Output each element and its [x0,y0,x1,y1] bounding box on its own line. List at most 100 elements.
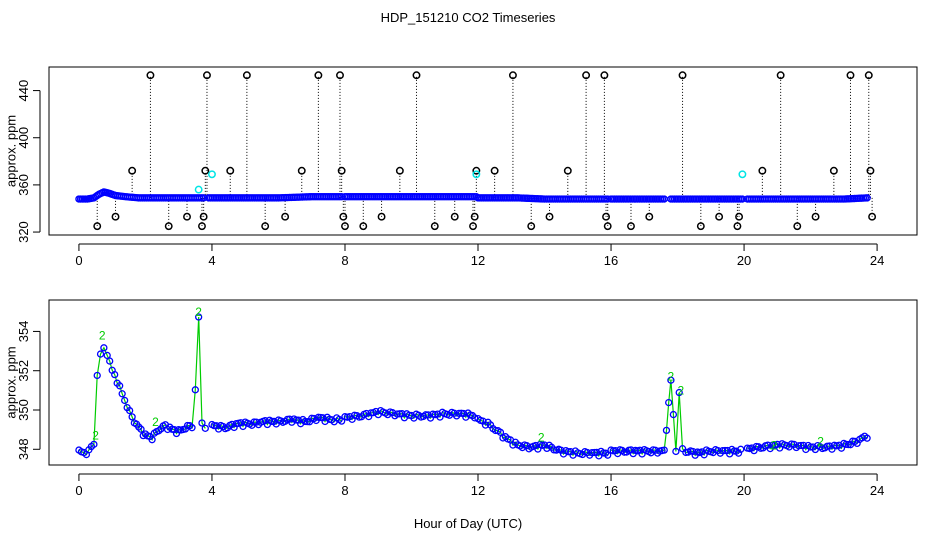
top-panel: 0 4 8 12 16 20 24 320 360 400 440 approx. ppm [3,66,918,268]
y-tick-label: 350 [16,399,31,421]
y-tick-label: 352 [16,360,31,382]
outlier-point [490,166,499,175]
x-tick-label: 24 [870,253,884,268]
outlier-point [198,222,206,231]
data-point [148,436,156,444]
data-point [667,376,675,384]
data-point [672,447,680,456]
data-point [660,446,668,454]
outlier-point [678,71,687,80]
data-point [210,421,218,430]
outlier-point [450,212,459,221]
outlier-point [545,212,554,221]
outlier-point [527,222,536,231]
flagged-point [472,170,481,179]
outlier-point [261,222,270,231]
outlier-point [627,222,635,231]
data-point [719,447,727,455]
data-point [292,416,300,424]
bottom-plot-frame [48,299,918,466]
outlier-point [430,222,439,231]
x-tick-label: 16 [604,483,618,498]
outlier-point [242,71,251,80]
flag-label: 2 [152,415,159,429]
data-point [367,409,375,417]
outlier-point [602,212,610,221]
data-point [219,422,227,431]
flag-label: 2 [195,305,202,319]
outlier-point [758,166,767,175]
outlier-point [359,222,368,231]
flag-label: 2 [538,431,545,445]
data-point [100,344,108,352]
data-point [459,409,468,418]
x-tick-label: 12 [471,483,485,498]
data-point [172,429,181,438]
data-point [675,388,683,397]
outlier-point [146,71,155,80]
top-x-axis: 0 4 8 12 16 20 24 [75,243,884,268]
flag-label: 2 [817,434,824,448]
data-point [128,413,136,421]
top-data-marks [75,71,877,231]
data-point [471,414,479,422]
flagged-point [208,170,216,179]
outlier-point [563,166,572,175]
x-tick-label: 24 [870,483,884,498]
bottom-x-axis: 0 4 8 12 16 20 24 [75,473,884,498]
outlier-point [603,222,612,231]
y-tick-label: 320 [16,221,31,243]
y-tick-label: 400 [16,127,31,149]
outlier-point [508,71,517,80]
outlier-point [314,71,323,80]
x-tick-label: 0 [75,253,82,268]
outlier-point [128,166,137,175]
y-tick-label: 348 [16,438,31,460]
y-tick-label: 440 [16,80,31,102]
data-point [422,411,430,419]
data-point [170,425,178,434]
x-tick-label: 8 [341,483,348,498]
flag-label: 2 [771,438,778,452]
top-y-axis: 320 360 400 440 [16,80,41,243]
flag-label: 2 [678,383,685,397]
outlier-point [281,212,290,221]
data-point [118,390,126,398]
x-tick-label: 0 [75,483,82,498]
bottom-y-axis-label: approx. ppm [3,346,18,418]
outlier-point [793,222,802,231]
flagged-point [194,185,203,194]
data-point [395,410,404,418]
data-point [237,419,245,427]
figure-title: HDP_151210 CO2 Timeseries [381,10,556,25]
data-point [121,396,129,405]
data-point [737,445,745,453]
outlier-point [470,212,479,221]
baseline-point [738,195,747,203]
outlier-point [226,166,235,175]
baseline-point [604,195,612,203]
outlier-point [645,212,654,221]
data-point [734,449,743,457]
outlier-point [868,212,877,221]
data-point [669,410,678,419]
outlier-point [183,212,191,221]
data-point [588,449,596,457]
data-point [201,424,209,433]
data-point [96,350,105,358]
top-plot-frame [48,66,918,236]
data-point [721,446,729,455]
flag-label: 2 [668,370,675,384]
outlier-point [469,222,477,231]
data-point [636,446,644,454]
baseline-point [199,194,208,202]
data-point [393,410,401,418]
data-point [455,409,463,418]
flag-label: 2 [99,328,106,342]
outlier-point [412,71,421,80]
x-axis-label: Hour of Day (UTC) [414,516,522,531]
outlier-point [846,71,855,80]
data-point [550,446,558,454]
